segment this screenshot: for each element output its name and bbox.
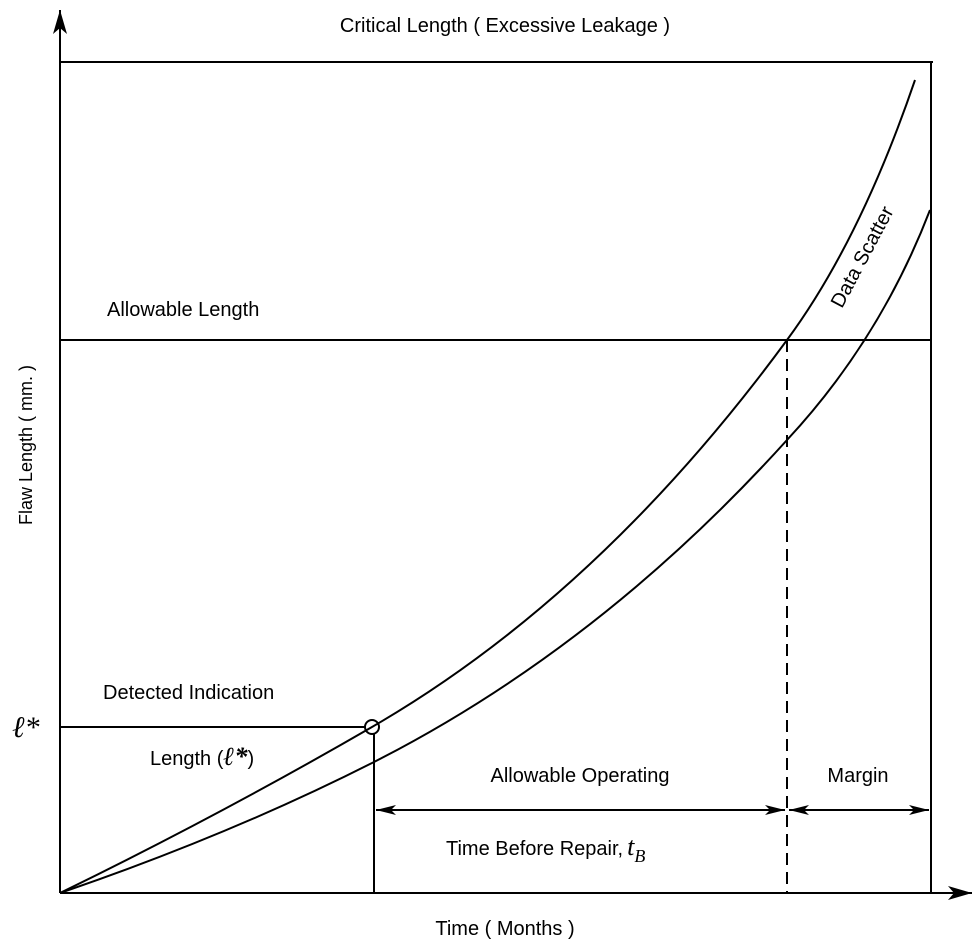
y-marker: ℓ* [12,711,40,744]
tbr-subscript: B [634,846,645,866]
margin-label: Margin [827,765,888,787]
tbr-symbol: t [627,832,635,861]
detected-point [364,719,380,735]
time-before-repair-label: Time Before Repair, tB [446,832,645,866]
title: Critical Length ( Excessive Leakage ) [340,15,670,37]
x-axis-label: Time ( Months ) [435,918,574,940]
allowable-operating-label: Allowable Operating [491,765,670,787]
tbr-text: Time Before Repair, [446,838,623,860]
length-text: Length ( [150,748,224,770]
allowable-length-label: Allowable Length [107,299,259,321]
length-close: ) [248,748,255,770]
lower-curve [59,209,931,894]
upper-curve [59,79,916,894]
data-scatter-label: Data Scatter [827,203,899,312]
detected-indication-label: Detected Indication [103,682,274,704]
length-symbol: ℓ* [223,742,248,771]
length-label: Length (ℓ*) [150,742,254,771]
y-axis-label: Flaw Length ( mm. ) [16,365,36,525]
